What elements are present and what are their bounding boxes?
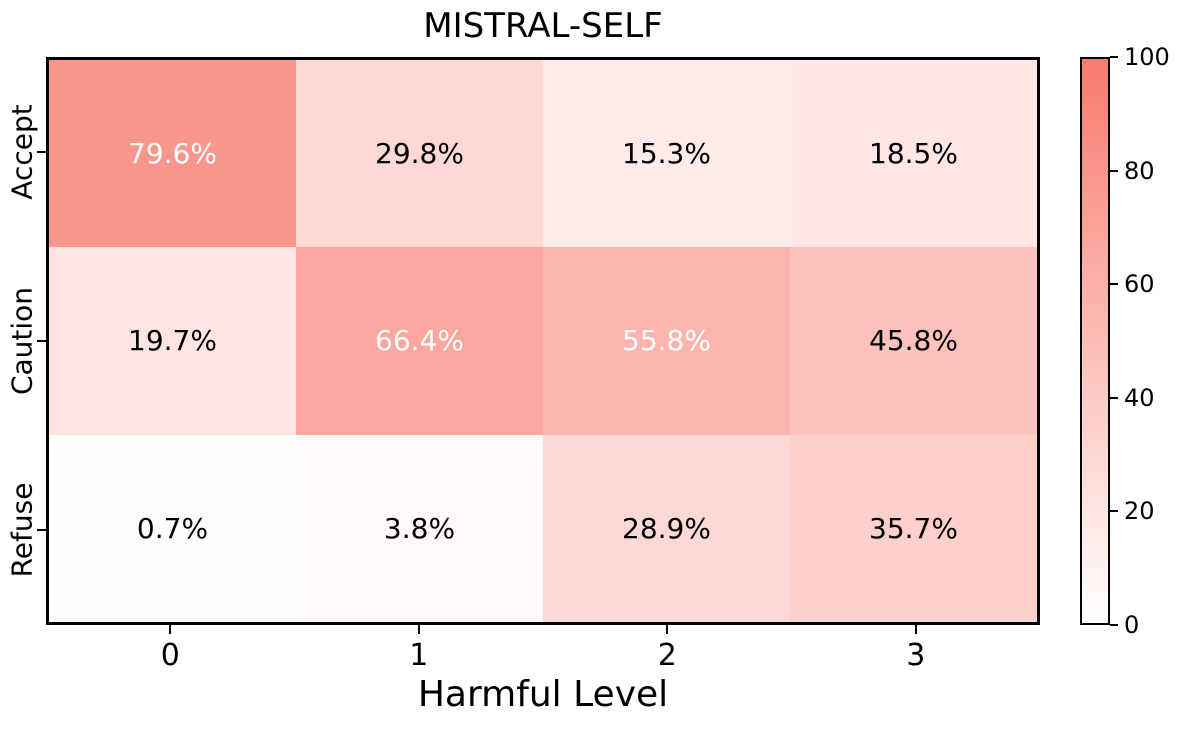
colorbar-tick-mark [1110, 283, 1118, 286]
y-tick-mark [37, 529, 46, 532]
colorbar-tick-mark [1110, 396, 1118, 399]
colorbar-tick-mark [1110, 169, 1118, 172]
heatmap-cell: 79.6% [49, 60, 296, 248]
cell-value-label: 18.5% [869, 137, 958, 171]
heatmap-cell: 28.9% [543, 434, 790, 622]
heatmap-cell: 0.7% [49, 434, 296, 622]
x-tick-label: 0 [160, 638, 180, 673]
y-tick-label: Accept [5, 103, 39, 200]
cell-value-label: 35.7% [869, 511, 958, 545]
heatmap-cell: 35.7% [790, 434, 1037, 622]
colorbar-tick-mark [1110, 510, 1118, 513]
cell-value-label: 55.8% [622, 324, 711, 358]
colorbar-tick-label: 100 [1124, 43, 1170, 71]
cell-value-label: 28.9% [622, 511, 711, 545]
cell-value-label: 3.8% [383, 511, 456, 545]
heatmap-cell: 19.7% [49, 247, 296, 435]
colorbar-tick-label: 40 [1124, 383, 1155, 412]
y-tick-label: Refuse [5, 482, 39, 578]
colorbar-tick-mark [1110, 624, 1118, 626]
colorbar-tick-label: 60 [1124, 270, 1155, 299]
x-tick-label: 2 [657, 638, 677, 673]
chart-title: MISTRAL-SELF [423, 6, 663, 46]
y-tick-mark [37, 340, 46, 342]
heatmap-cell: 45.8% [790, 247, 1037, 435]
heatmap-plot-area: 79.6% 29.8% 15.3% 18.5% 19.7% 66.4% 55.8% 45.8%… [46, 57, 1040, 625]
heatmap-cell: 3.8% [296, 434, 543, 622]
x-tick-mark [417, 625, 420, 634]
cell-value-label: 29.8% [375, 137, 464, 171]
x-tick-label: 1 [409, 638, 429, 673]
cell-value-label: 66.4% [375, 324, 464, 358]
cell-value-label: 19.7% [128, 324, 217, 358]
y-tick-mark [37, 150, 46, 153]
x-tick-mark [666, 625, 669, 634]
cell-value-label: 45.8% [869, 324, 958, 358]
heatmap-cell: 66.4% [296, 247, 543, 435]
heatmap-cell: 15.3% [543, 60, 790, 248]
cell-value-label: 15.3% [622, 137, 711, 171]
colorbar-tick-mark [1110, 56, 1118, 58]
heatmap-cell: 29.8% [296, 60, 543, 248]
cell-value-label: 79.6% [128, 137, 217, 171]
colorbar [1080, 57, 1110, 625]
x-axis-label: Harmful Level [417, 674, 669, 715]
heatmap-cell: 55.8% [543, 247, 790, 435]
colorbar-tick-label: 0 [1124, 611, 1140, 639]
x-tick-label: 3 [906, 638, 926, 673]
x-tick-mark [914, 625, 917, 634]
heatmap-cell: 18.5% [790, 60, 1037, 248]
heatmap-grid: 79.6% 29.8% 15.3% 18.5% 19.7% 66.4% 55.8% 45.8%… [49, 60, 1037, 622]
colorbar-tick-label: 80 [1124, 156, 1155, 185]
colorbar-tick-label: 20 [1124, 497, 1155, 526]
cell-value-label: 0.7% [136, 511, 209, 545]
y-tick-label: Caution [5, 286, 39, 396]
x-tick-mark [169, 625, 172, 634]
